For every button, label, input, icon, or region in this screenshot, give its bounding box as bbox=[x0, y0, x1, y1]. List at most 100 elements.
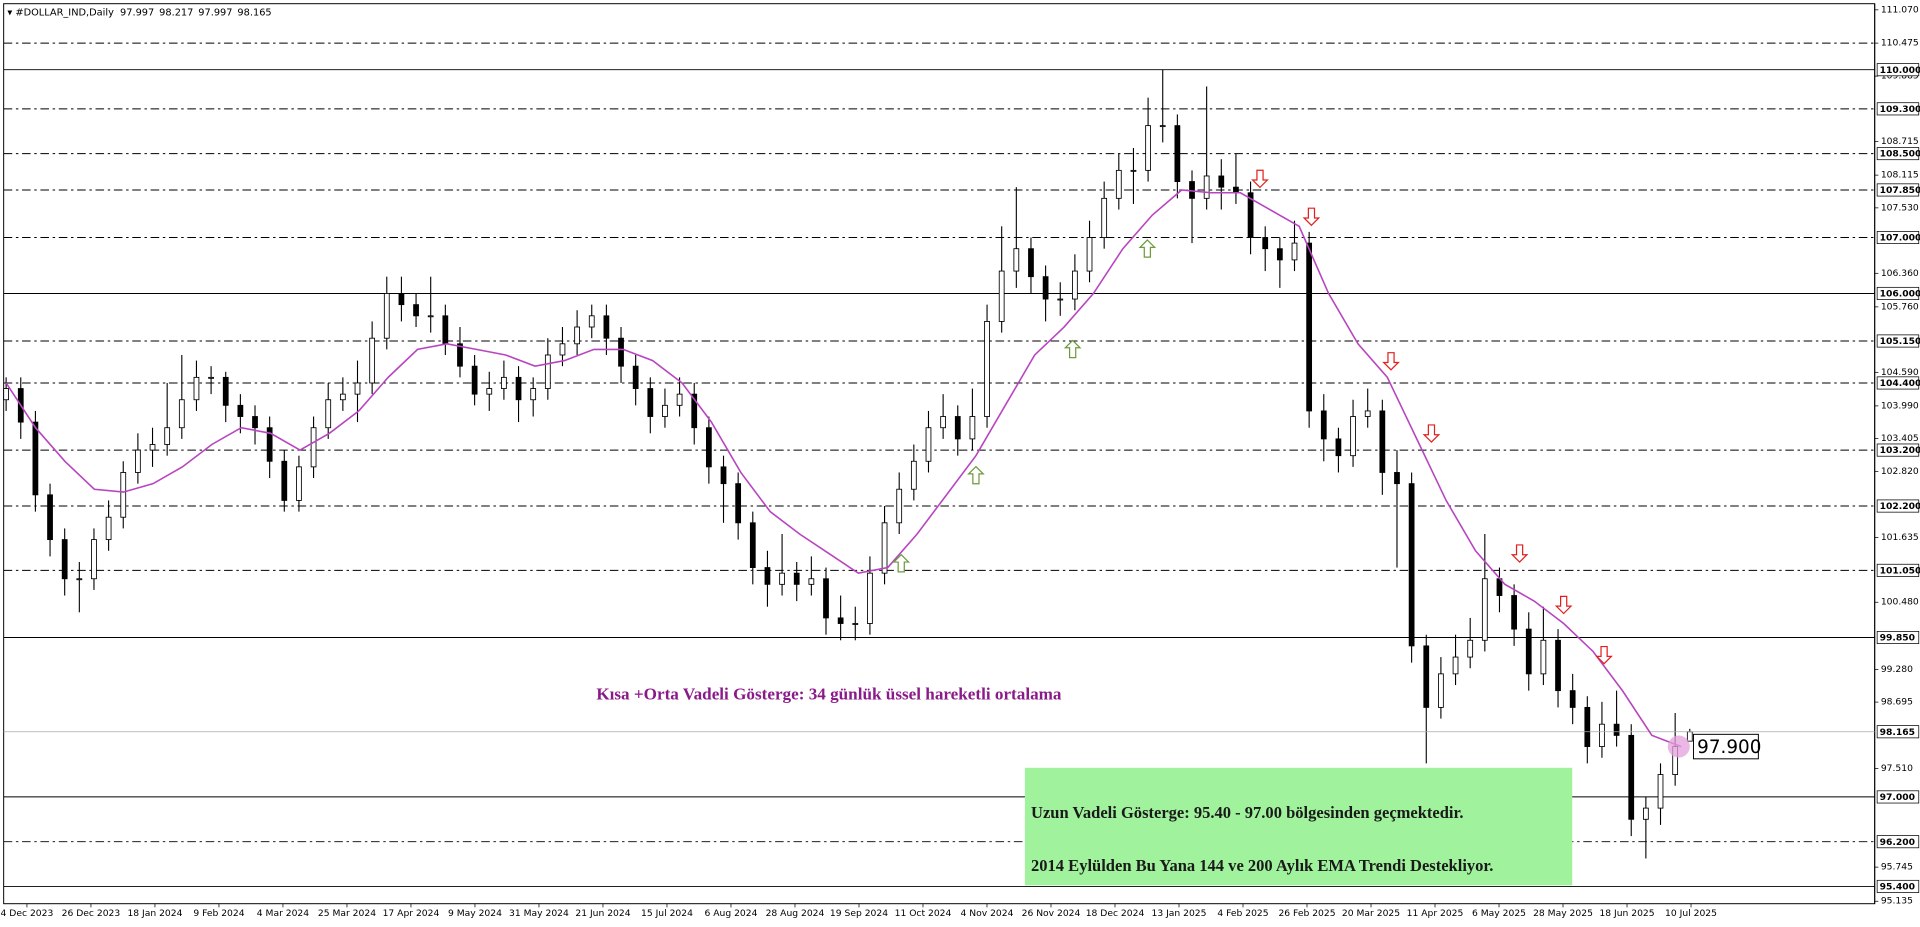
candle-body bbox=[339, 393, 346, 401]
candle-body bbox=[1555, 639, 1561, 692]
y-tick-label: 103.990 bbox=[1881, 400, 1919, 411]
candle-body bbox=[1511, 595, 1517, 630]
candle-body bbox=[1364, 410, 1371, 417]
x-tick-label: 15 Jul 2024 bbox=[641, 908, 693, 919]
signal-arrow bbox=[1138, 239, 1157, 258]
candle-body bbox=[427, 315, 434, 318]
level-label: 105.150 bbox=[1880, 336, 1920, 347]
candle-body bbox=[559, 343, 566, 356]
ohlc-open: 97.997 bbox=[120, 7, 154, 18]
x-tick-label: 9 May 2024 bbox=[448, 908, 502, 919]
candle-body bbox=[1379, 410, 1386, 473]
signal-arrow bbox=[1595, 645, 1613, 665]
y-tick-label: 103.405 bbox=[1881, 433, 1919, 444]
candle-body bbox=[1686, 731, 1693, 742]
candle-body bbox=[764, 567, 771, 585]
ema-line bbox=[5, 189, 1682, 748]
candle-body bbox=[1189, 181, 1195, 199]
candle-body bbox=[135, 449, 141, 473]
signal-arrow bbox=[1251, 169, 1269, 189]
candle-body bbox=[1306, 242, 1313, 412]
candle-body bbox=[1335, 438, 1342, 457]
candle-body bbox=[1569, 690, 1576, 708]
level-label-box bbox=[1876, 499, 1920, 513]
ohlc-close: 98.165 bbox=[237, 7, 271, 18]
candle-body bbox=[266, 427, 273, 462]
candle-body bbox=[296, 466, 302, 501]
candle-body bbox=[1262, 237, 1269, 250]
candle-body bbox=[1438, 673, 1444, 708]
candle-body bbox=[120, 472, 127, 518]
x-tick-label: 9 Feb 2024 bbox=[193, 908, 244, 919]
level-label: 104.400 bbox=[1880, 378, 1920, 389]
y-tick-label: 105.760 bbox=[1881, 301, 1919, 312]
x-tick-label: 18 Jan 2024 bbox=[127, 908, 182, 919]
y-tick-label: 95.745 bbox=[1881, 862, 1913, 873]
level-label-box bbox=[1876, 376, 1920, 390]
candle-body bbox=[1042, 276, 1049, 300]
x-tick-label: 4 Feb 2025 bbox=[1217, 908, 1268, 919]
candle-body bbox=[3, 388, 9, 401]
candle-body bbox=[1130, 169, 1137, 172]
candle-body bbox=[471, 365, 478, 395]
level-label-box bbox=[1876, 286, 1920, 300]
level-label-box bbox=[1876, 631, 1920, 644]
level-label-box bbox=[1876, 334, 1920, 348]
signal-arrow bbox=[1422, 424, 1441, 443]
candle-body bbox=[793, 572, 800, 585]
x-tick-label: 18 Jun 2025 bbox=[1599, 908, 1654, 919]
y-tick-label: 107.530 bbox=[1881, 202, 1919, 213]
chart-header: ▾ #DOLLAR_IND,Daily 97.997 98.217 97.997 98.… bbox=[7, 7, 271, 18]
candle-body bbox=[1481, 578, 1488, 641]
candle-body bbox=[1057, 298, 1064, 301]
x-tick-label: 21 Jun 2024 bbox=[575, 908, 630, 919]
y-tick-label: 100.480 bbox=[1881, 597, 1919, 608]
y-tick-label: 99.280 bbox=[1881, 664, 1913, 675]
level-label-box bbox=[1876, 443, 1920, 457]
signal-arrow bbox=[892, 553, 911, 573]
candle-body bbox=[369, 337, 376, 384]
level-label: 95.400 bbox=[1880, 882, 1915, 893]
y-tick-label: 110.475 bbox=[1881, 38, 1919, 49]
candle-body bbox=[193, 376, 200, 401]
candle-body bbox=[105, 516, 112, 541]
candle-body bbox=[867, 572, 873, 624]
x-tick-label: 26 Nov 2024 bbox=[1022, 908, 1081, 919]
signal-arrow bbox=[1510, 544, 1529, 563]
candle-body bbox=[881, 522, 888, 574]
level-label-box bbox=[1876, 231, 1920, 244]
candle-body bbox=[1159, 125, 1166, 128]
candle-body bbox=[1101, 197, 1108, 238]
candle-body bbox=[208, 376, 214, 379]
x-tick-label: 26 Dec 2023 bbox=[62, 908, 121, 919]
y-tick-label: 106.360 bbox=[1881, 268, 1919, 279]
y-tick-label: 95.135 bbox=[1881, 896, 1913, 907]
current-price-label: 98.165 bbox=[1880, 727, 1915, 738]
candle-body bbox=[1115, 169, 1122, 199]
candle-body bbox=[1072, 270, 1078, 300]
y-tick-label: 101.635 bbox=[1881, 532, 1919, 543]
signal-arrow bbox=[1302, 207, 1321, 227]
candle-body bbox=[940, 416, 947, 429]
level-label: 102.200 bbox=[1880, 501, 1920, 512]
candle-body bbox=[1628, 734, 1635, 820]
candle-body bbox=[896, 488, 903, 524]
y-tick-label: 111.070 bbox=[1881, 4, 1919, 15]
x-tick-label: 28 May 2025 bbox=[1533, 908, 1593, 919]
x-tick-label: 4 Nov 2024 bbox=[961, 908, 1014, 919]
candle-body bbox=[1276, 248, 1283, 261]
candle-body bbox=[486, 388, 493, 395]
candle-body bbox=[442, 315, 449, 345]
long-term-box bbox=[1024, 767, 1573, 886]
candle-body bbox=[852, 623, 859, 625]
x-tick-label: 6 May 2025 bbox=[1472, 908, 1526, 919]
x-tick-label: 4 Dec 2023 bbox=[1, 908, 54, 919]
x-tick-label: 25 Mar 2024 bbox=[318, 908, 376, 919]
candle-body bbox=[779, 572, 785, 585]
candles bbox=[3, 69, 1693, 859]
candle-body bbox=[691, 393, 698, 429]
candle-body bbox=[252, 416, 258, 429]
candle-body bbox=[1028, 248, 1034, 278]
level-label-box bbox=[1876, 147, 1920, 161]
